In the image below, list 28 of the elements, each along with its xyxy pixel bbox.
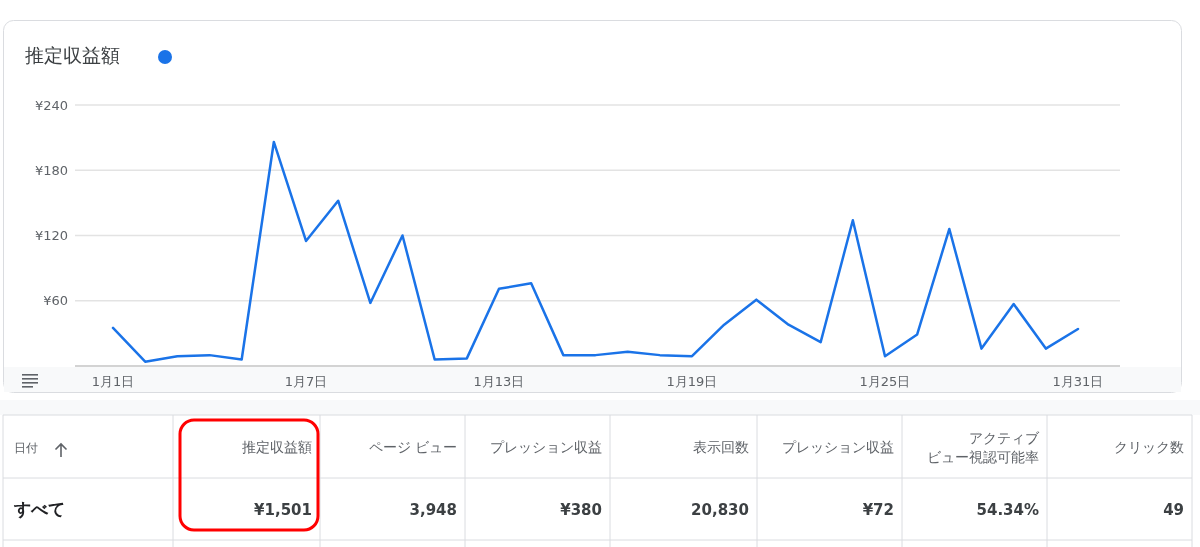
x-tick-label: 1月1日 <box>91 374 135 389</box>
category-label: クリック数 <box>1114 439 1184 455</box>
text: 54.34% <box>976 501 1039 519</box>
x-tick-label: 1月31日 <box>1052 374 1104 389</box>
y-tick-label: ¥120 <box>34 228 68 243</box>
chart-title: 推定収益額 <box>25 44 120 66</box>
category-label: 表示回数 <box>693 439 749 455</box>
text: 3,948 <box>409 501 457 519</box>
category-label: ページ ビュー <box>368 439 457 455</box>
category-label: プレッション収益 <box>490 439 602 455</box>
y-tick-label: ¥240 <box>34 97 68 113</box>
text: 日付 <box>14 441 38 455</box>
text: ¥1,501 <box>254 501 312 519</box>
text: ¥380 <box>560 501 602 519</box>
y-tick-label: ¥180 <box>34 162 68 178</box>
x-tick-label: 1月19日 <box>666 374 718 389</box>
text: 20,830 <box>691 501 749 519</box>
x-tick-label: 1月13日 <box>473 374 525 389</box>
category-label: アクティブビュー視認可能率 <box>927 430 1040 465</box>
category-label: すべて <box>14 499 65 519</box>
x-tick-label: 1月25日 <box>859 374 911 389</box>
line-series <box>111 140 1080 363</box>
text: 49 <box>1163 501 1184 519</box>
text: ¥72 <box>862 501 894 519</box>
y-tick-label: ¥60 <box>43 293 68 309</box>
category-label: プレッション収益 <box>782 439 894 455</box>
x-tick-label: 1月7日 <box>284 374 328 389</box>
category-label: 推定収益額 <box>242 439 312 455</box>
